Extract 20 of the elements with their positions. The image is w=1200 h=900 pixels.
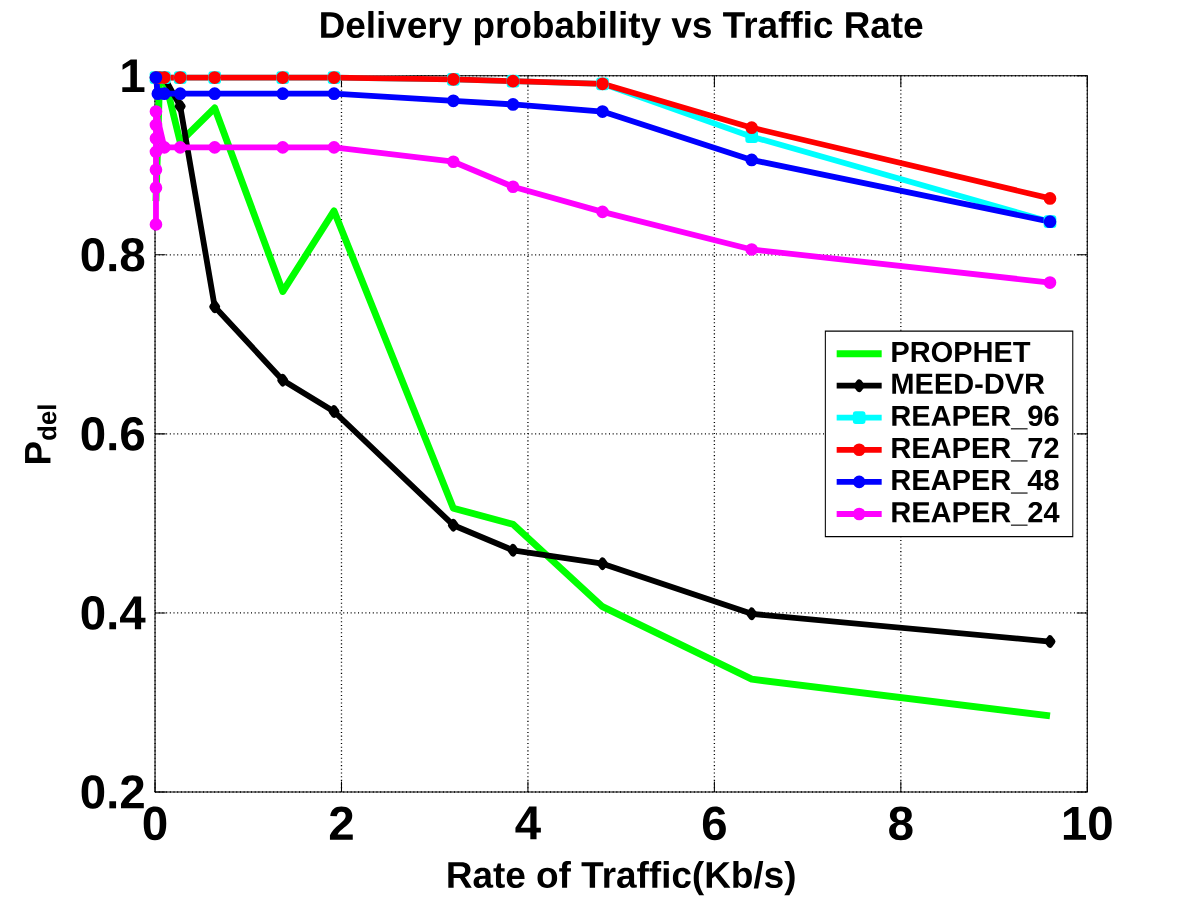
x-tick-label: 6 bbox=[702, 806, 726, 841]
legend-label: REAPER_72 bbox=[892, 437, 1059, 462]
legend-label: REAPER_96 bbox=[892, 405, 1059, 430]
x-tick-label: 0 bbox=[143, 806, 167, 841]
x-tick-label: 10 bbox=[1063, 806, 1112, 841]
chart-title: Delivery probability vs Traffic Rate bbox=[321, 10, 923, 46]
legend-label: MEED-DVR bbox=[892, 373, 1045, 394]
legend-label: REAPER_24 bbox=[892, 501, 1060, 526]
x-tick-label: 2 bbox=[329, 806, 353, 840]
y-tick-label: 0.6 bbox=[81, 417, 145, 451]
y-axis-title: P$_{del}$ bbox=[25, 405, 57, 464]
legend-label: REAPER_48 bbox=[892, 469, 1059, 494]
legend-label: PROPHET bbox=[892, 341, 1031, 363]
y-tick-label: 1 bbox=[122, 59, 145, 93]
x-tick-label: 8 bbox=[889, 806, 913, 841]
x-tick-label: 4 bbox=[515, 806, 541, 840]
y-tick-label: 0.4 bbox=[81, 596, 146, 630]
x-axis-title: Rate of Traffic(Kb/s) bbox=[448, 860, 795, 896]
y-tick-label: 0.8 bbox=[81, 238, 145, 272]
y-tick-label: 0.2 bbox=[81, 775, 144, 809]
